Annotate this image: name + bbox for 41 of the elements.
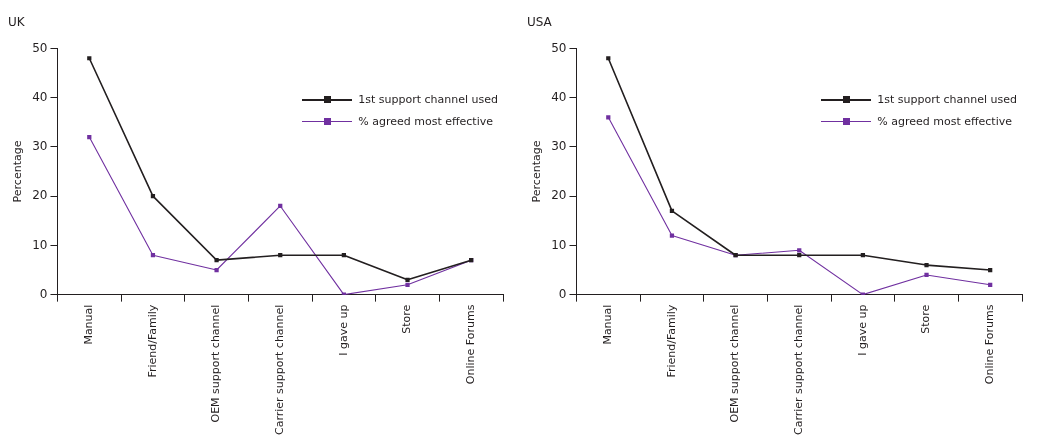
x-tick-label: Online Forums <box>983 304 997 385</box>
x-tick-label: OEM support channel <box>728 304 742 423</box>
y-tick-label: 10 <box>32 237 48 252</box>
legend-label: % agreed most effective <box>358 114 494 128</box>
chart-title: UK <box>8 15 26 30</box>
legend-label: 1st support channel used <box>877 92 1017 106</box>
y-tick-label: 30 <box>551 139 567 154</box>
x-tick-label: I gave up <box>855 304 869 356</box>
y-tick-label: 40 <box>551 89 567 104</box>
y-axis-title: Percentage <box>530 140 544 203</box>
x-tick-label: Online Forums <box>464 304 478 385</box>
x-tick-label: Carrier support channel <box>273 304 287 435</box>
y-tick-label: 20 <box>551 188 567 203</box>
point <box>214 258 219 263</box>
y-tick-label: 50 <box>32 40 48 55</box>
y-tick-label: 50 <box>551 40 567 55</box>
y-tick-label: 0 <box>558 286 567 301</box>
x-tick-label: I gave up <box>336 304 350 356</box>
point <box>214 267 219 273</box>
point <box>669 233 675 238</box>
legend-label: 1st support channel used <box>358 92 498 106</box>
y-axis-title: Percentage <box>11 140 25 203</box>
x-tick-label: Manual <box>601 304 615 345</box>
legend-label: % agreed most effective <box>877 114 1013 128</box>
chart-title: USA <box>527 15 553 30</box>
point <box>405 277 410 282</box>
point <box>924 272 929 278</box>
point <box>405 282 410 287</box>
x-tick-label: OEM support channel <box>209 304 223 423</box>
x-tick-label: Friend/Family <box>664 304 678 378</box>
y-tick-label: 20 <box>32 188 48 203</box>
point <box>924 262 929 268</box>
x-tick-label: Manual <box>82 304 96 345</box>
x-tick-label: Store <box>919 304 933 334</box>
y-tick-label: 10 <box>551 237 567 252</box>
x-tick-label: Carrier support channel <box>792 304 806 435</box>
y-tick-label: 0 <box>39 286 48 301</box>
y-tick-label: 40 <box>32 89 48 104</box>
x-tick-label: Store <box>400 304 414 334</box>
y-tick-label: 30 <box>32 139 48 154</box>
x-tick-label: Friend/Family <box>145 304 159 378</box>
